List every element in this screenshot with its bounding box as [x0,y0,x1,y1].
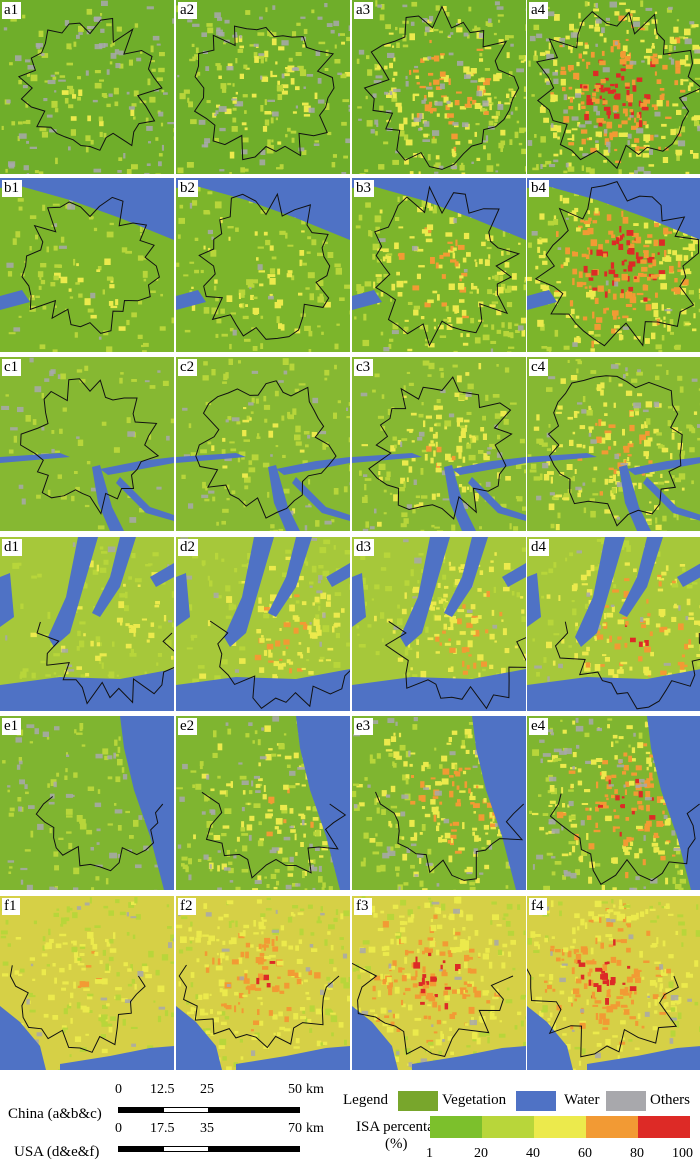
isa-tick-label: 60 [578,1146,592,1161]
map-panel-e3: e3 [352,716,526,890]
panel-label: d4 [529,539,549,556]
map-panel-c4: c4 [527,357,700,531]
map-panel-f4: f4 [527,896,700,1070]
map-panel-d1: d1 [0,537,174,711]
map-row-c: c1 c2 c3 c4 [0,357,700,531]
china-tick-0: 0 [115,1082,122,1097]
isa-ramp-segment [638,1116,690,1138]
panel-label: b2 [178,180,198,197]
map-panel-d3: d3 [352,537,526,711]
usa-unit: km [306,1121,324,1136]
isa-tick-label: 40 [526,1146,540,1161]
panel-label: b3 [354,180,374,197]
isa-ramp-segment [534,1116,586,1138]
panel-label: c1 [2,359,22,376]
map-panel-c2: c2 [176,357,350,531]
map-row-b: b1 b2 b3 b4 [0,178,700,352]
panel-label: f3 [354,898,372,915]
panel-label: f4 [529,898,547,915]
map-panel-a3: a3 [352,0,526,174]
china-scale-label: China (a&b&c) [8,1106,102,1122]
map-panel-c3: c3 [352,357,526,531]
map-panel-c1: c1 [0,357,174,531]
panel-label: e3 [354,718,374,735]
panel-label: a3 [354,2,374,19]
isa-tick-label: 20 [474,1146,488,1161]
map-panel-b3: b3 [352,178,526,352]
china-unit: km [306,1082,324,1097]
map-panel-a2: a2 [176,0,350,174]
map-row-f: f1 f2 f3 f4 [0,896,700,1070]
panel-label: f2 [178,898,196,915]
china-scalebar-seg1 [118,1107,164,1113]
map-panel-f2: f2 [176,896,350,1070]
isa-ramp-segment [430,1116,482,1138]
map-panel-d4: d4 [527,537,700,711]
map-panel-b2: b2 [176,178,350,352]
panel-label: d1 [2,539,22,556]
usa-scalebar-seg1 [118,1146,164,1152]
panel-label: f1 [2,898,20,915]
map-panel-f3: f3 [352,896,526,1070]
panel-label: a4 [529,2,549,19]
map-panel-f1: f1 [0,896,174,1070]
panel-label: c2 [178,359,198,376]
china-tick-1: 12.5 [150,1082,175,1097]
panel-label: d3 [354,539,374,556]
china-tick-3: 50 [288,1082,302,1097]
map-panel-b1: b1 [0,178,174,352]
panel-label: e1 [2,718,22,735]
map-panel-b4: b4 [527,178,700,352]
china-scalebar-seg3 [208,1107,300,1113]
map-row-d: d1 d2 d3 d4 [0,537,700,711]
isa-tick-label: 100 [672,1146,693,1161]
isa-title: ISA percentage [356,1119,449,1135]
map-panel-a4: a4 [527,0,700,174]
others-swatch [606,1091,646,1111]
legend-area: China (a&b&c) 0 12.5 25 50 km USA (d&e&f… [0,1076,700,1164]
isa-ramp-segment [482,1116,534,1138]
map-panel-a1: a1 [0,0,174,174]
usa-tick-0: 0 [115,1121,122,1136]
map-row-e: e1 e2 e3 e4 [0,716,700,890]
map-panel-e1: e1 [0,716,174,890]
isa-tick-label: 80 [630,1146,644,1161]
others-label: Others [650,1092,690,1108]
usa-tick-3: 70 [288,1121,302,1136]
map-panel-d2: d2 [176,537,350,711]
panel-label: c4 [529,359,549,376]
panel-label: c3 [354,359,374,376]
panel-label: b4 [529,180,549,197]
china-tick-2: 25 [200,1082,214,1097]
china-scalebar-seg2 [163,1107,209,1113]
panel-label: a1 [2,2,22,19]
isa-tick-label: 1 [426,1146,433,1161]
usa-scale-label: USA (d&e&f) [14,1144,100,1160]
legend-title: Legend [343,1092,388,1108]
usa-tick-2: 35 [200,1121,214,1136]
map-panel-e4: e4 [527,716,700,890]
vegetation-label: Vegetation [442,1092,507,1108]
usa-scalebar-seg3 [208,1146,300,1152]
isa-ramp-segment [586,1116,638,1138]
usa-tick-1: 17.5 [150,1121,175,1136]
panel-label: d2 [178,539,198,556]
map-grid: a1 a2 a3 a4 b1 b2 b3 b4 c1 c2 c3 c4 d1 d2 d3 d4 e1 e2 e3 e4… [0,0,700,1070]
panel-label: e2 [178,718,198,735]
water-label: Water [564,1092,600,1108]
water-swatch [516,1091,556,1111]
map-row-a: a1 a2 a3 a4 [0,0,700,174]
vegetation-swatch [398,1091,438,1111]
panel-label: a2 [178,2,198,19]
panel-label: b1 [2,180,22,197]
isa-unit: (%) [385,1136,408,1152]
panel-label: e4 [529,718,549,735]
usa-scalebar-seg2 [163,1146,209,1152]
map-panel-e2: e2 [176,716,350,890]
